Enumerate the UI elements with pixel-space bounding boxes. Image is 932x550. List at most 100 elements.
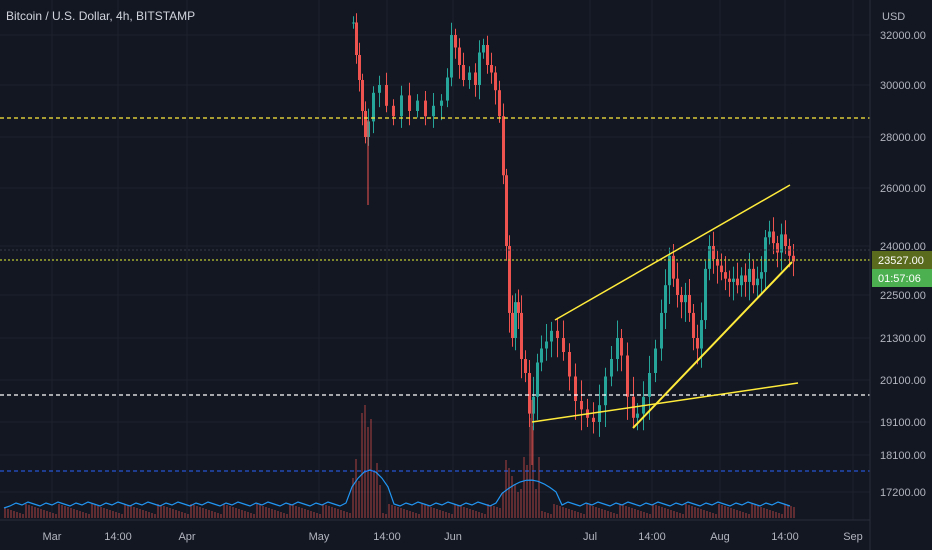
volume-bar xyxy=(772,511,774,518)
volume-bar xyxy=(214,512,216,518)
volume-bar xyxy=(400,508,402,518)
candle-body xyxy=(772,231,775,244)
volume-bar xyxy=(589,505,591,518)
volume-bar xyxy=(532,426,534,518)
volume-bar xyxy=(250,513,252,518)
time-tick-label: Mar xyxy=(43,531,62,543)
volume-bar xyxy=(562,507,564,518)
volume-bar xyxy=(64,506,66,518)
candle-body xyxy=(478,52,481,85)
volume-bar xyxy=(415,513,417,518)
volume-bar xyxy=(751,504,753,518)
volume-bar xyxy=(124,504,126,518)
volume-bar xyxy=(640,511,642,518)
volume-bar xyxy=(163,506,165,518)
volume-bar xyxy=(466,508,468,518)
volume-bar xyxy=(196,506,198,518)
volume-bar xyxy=(52,513,54,518)
volume-bar xyxy=(166,507,168,518)
price-tick-label: 17200.00 xyxy=(880,487,926,499)
price-tick-label: 21300.00 xyxy=(880,333,926,345)
volume-bar xyxy=(697,508,699,518)
candle-body xyxy=(740,275,743,286)
volume-bar xyxy=(682,514,684,518)
volume-bar xyxy=(322,504,324,518)
volume-bar xyxy=(421,504,423,518)
volume-bar xyxy=(19,513,21,518)
volume-bar xyxy=(598,508,600,518)
price-tick-label: 20100.00 xyxy=(880,375,926,387)
volume-bar xyxy=(448,513,450,518)
volume-bar xyxy=(244,511,246,518)
volume-bar xyxy=(274,510,276,518)
candle-body xyxy=(716,259,719,266)
volume-bar xyxy=(535,489,537,518)
candle-body xyxy=(450,35,453,78)
candle-body xyxy=(517,302,520,313)
volume-bar xyxy=(100,507,102,518)
candle-body xyxy=(355,22,358,55)
volume-bar xyxy=(418,514,420,518)
volume-bar xyxy=(445,512,447,518)
volume-bar xyxy=(463,507,465,518)
volume-bar xyxy=(61,505,63,518)
volume-bar xyxy=(271,509,273,518)
price-tick-label: 30000.00 xyxy=(880,80,926,92)
volume-bar xyxy=(631,508,633,518)
volume-bar xyxy=(520,489,522,518)
volume-bar xyxy=(790,506,792,518)
volume-bar xyxy=(226,505,228,518)
volume-bar xyxy=(583,514,585,518)
volume-bar xyxy=(493,506,495,518)
price-tick-label: 22500.00 xyxy=(880,290,926,302)
candle-body xyxy=(732,278,735,282)
candle-body xyxy=(712,246,715,260)
volume-bar xyxy=(724,506,726,518)
volume-bar xyxy=(85,513,87,518)
volume-bar xyxy=(547,513,549,518)
volume-bar xyxy=(118,513,120,518)
volume-bar xyxy=(151,513,153,518)
volume-bar xyxy=(205,509,207,518)
volume-bar xyxy=(748,514,750,518)
time-tick-label: Apr xyxy=(178,531,195,543)
volume-bar xyxy=(481,513,483,518)
volume-bar xyxy=(376,463,378,518)
volume-bar xyxy=(184,513,186,518)
volume-bar xyxy=(478,512,480,518)
volume-bar xyxy=(130,506,132,518)
volume-bar xyxy=(109,510,111,518)
volume-bar xyxy=(496,507,498,518)
volume-bar xyxy=(763,508,765,518)
price-tick-label: 19100.00 xyxy=(880,417,926,429)
volume-bar xyxy=(364,405,366,518)
volume-bar xyxy=(220,514,222,518)
base-trendline xyxy=(531,382,799,423)
volume-bar xyxy=(439,510,441,518)
volume-bar xyxy=(103,508,105,518)
volume-bar xyxy=(667,509,669,518)
volume-bar xyxy=(472,510,474,518)
volume-bar xyxy=(277,511,279,518)
volume-bar xyxy=(382,513,384,518)
volume-bar xyxy=(13,511,15,518)
volume-bar xyxy=(406,510,408,518)
volume-bar xyxy=(193,505,195,518)
volume-bar xyxy=(340,510,342,518)
candle-body xyxy=(536,362,539,397)
volume-bar xyxy=(706,511,708,518)
volume-bar xyxy=(154,514,156,518)
volume-bar xyxy=(709,512,711,518)
volume-bar xyxy=(10,510,12,518)
candle-body xyxy=(616,338,619,359)
volume-bar xyxy=(346,512,348,518)
volume-bar xyxy=(148,512,150,518)
time-tick-label: 14:00 xyxy=(771,531,799,543)
candle-body xyxy=(540,348,543,363)
volume-bar xyxy=(265,507,267,518)
volume-bar xyxy=(40,509,42,518)
